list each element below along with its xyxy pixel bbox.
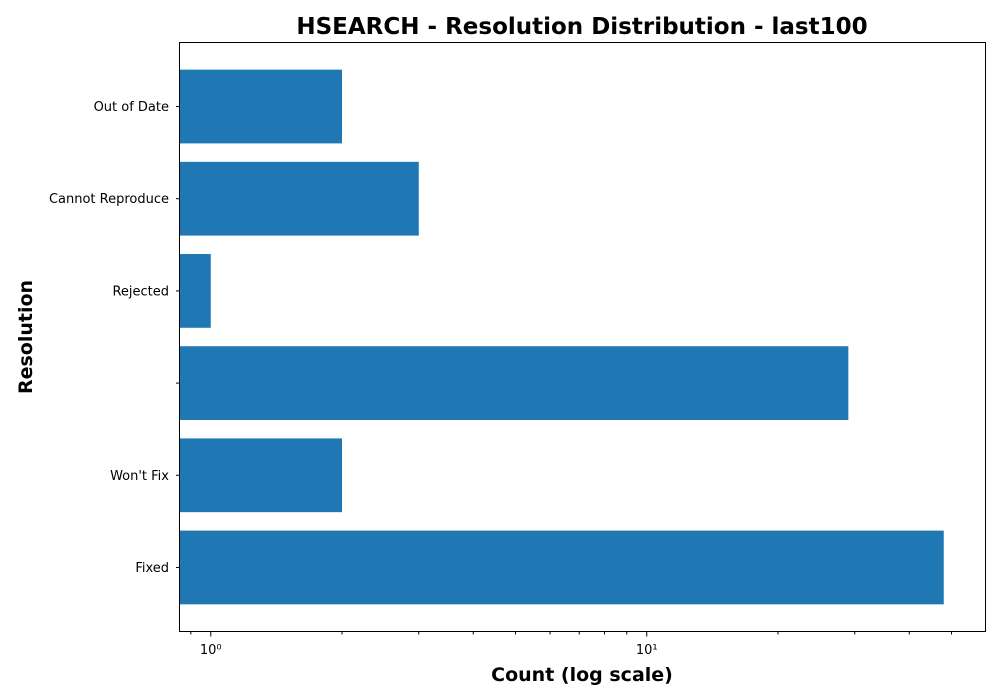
bars-group xyxy=(180,69,944,605)
bar-blank xyxy=(180,346,849,420)
chart-title: HSEARCH - Resolution Distribution - last… xyxy=(296,14,867,40)
y-tick-label: Rejected xyxy=(112,284,169,299)
y-tick-label: Won't Fix xyxy=(110,469,169,484)
y-axis-ticks: Out of Date Cannot Reproduce Rejected Won't… xyxy=(49,100,180,576)
x-tick-label: 10¹ xyxy=(636,643,658,658)
x-axis-label: Count (log scale) xyxy=(491,664,673,686)
x-tick-label: 10⁰ xyxy=(200,643,222,658)
y-tick-label: Fixed xyxy=(135,561,169,576)
bar-cannot-reproduce xyxy=(180,161,419,236)
y-tick-label: Out of Date xyxy=(94,100,169,115)
bar-out-of-date xyxy=(180,69,343,144)
bar-won-t-fix xyxy=(180,438,343,513)
x-axis-ticks: 10⁰ 10¹ xyxy=(190,632,952,658)
plot-frame xyxy=(179,42,986,632)
y-tick-label: Cannot Reproduce xyxy=(49,192,169,207)
bar-fixed xyxy=(180,530,944,605)
bar-rejected xyxy=(180,254,211,328)
y-axis-label: Resolution xyxy=(15,280,37,394)
